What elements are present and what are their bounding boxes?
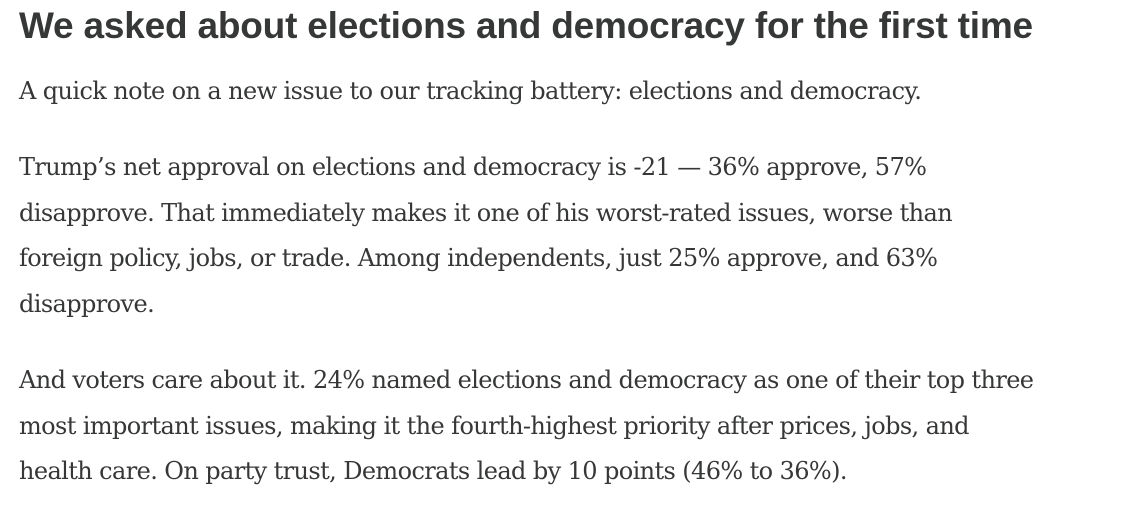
paragraph-line: foreign policy, jobs, or trade. Among in… [19, 244, 938, 272]
paragraph-line: disapprove. That immediately makes it on… [19, 198, 953, 227]
paragraph-line: Trump’s net approval on elections and de… [19, 153, 927, 181]
paragraph-line: A quick note on a new issue to our track… [19, 77, 922, 105]
paragraph-line: And voters care about it. 24% named elec… [19, 366, 1034, 394]
article-heading: We asked about elections and democracy f… [19, 5, 1033, 46]
paragraph-line: health care. On party trust, Democrats l… [19, 457, 847, 485]
paragraph-intro: A quick note on a new issue to our track… [19, 69, 1119, 115]
paragraph-line: most important issues, making it the fou… [19, 411, 970, 440]
paragraph-approval: Trump’s net approval on elections and de… [19, 145, 1119, 327]
paragraph-priority: And voters care about it. 24% named elec… [19, 358, 1119, 495]
paragraph-line: disapprove. [19, 289, 155, 318]
article: We asked about elections and democracy f… [19, 0, 1119, 485]
